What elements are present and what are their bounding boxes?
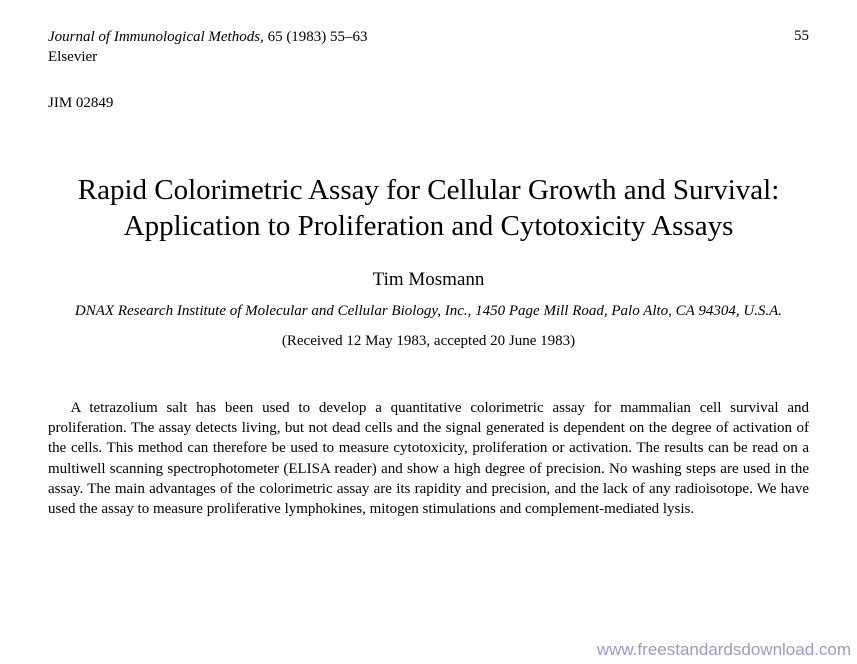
article-code: JIM 02849 bbox=[48, 95, 809, 112]
watermark-text: www.freestandardsdownload.com bbox=[597, 640, 851, 660]
journal-name: Journal of Immunological Methods, bbox=[48, 29, 264, 45]
author-name: Tim Mosmann bbox=[48, 269, 809, 291]
received-dates: (Received 12 May 1983, accepted 20 June … bbox=[48, 333, 809, 350]
citation-vol: 65 (1983) 55–63 bbox=[264, 29, 368, 45]
header-row: Journal of Immunological Methods, 65 (19… bbox=[48, 28, 809, 67]
article-title: Rapid Colorimetric Assay for Cellular Gr… bbox=[48, 172, 809, 245]
abstract-text: A tetrazolium salt has been used to deve… bbox=[48, 398, 809, 520]
header-left: Journal of Immunological Methods, 65 (19… bbox=[48, 28, 368, 67]
page-number: 55 bbox=[794, 28, 809, 45]
author-affiliation: DNAX Research Institute of Molecular and… bbox=[48, 301, 809, 321]
publisher: Elsevier bbox=[48, 48, 368, 68]
journal-citation: Journal of Immunological Methods, 65 (19… bbox=[48, 28, 368, 48]
